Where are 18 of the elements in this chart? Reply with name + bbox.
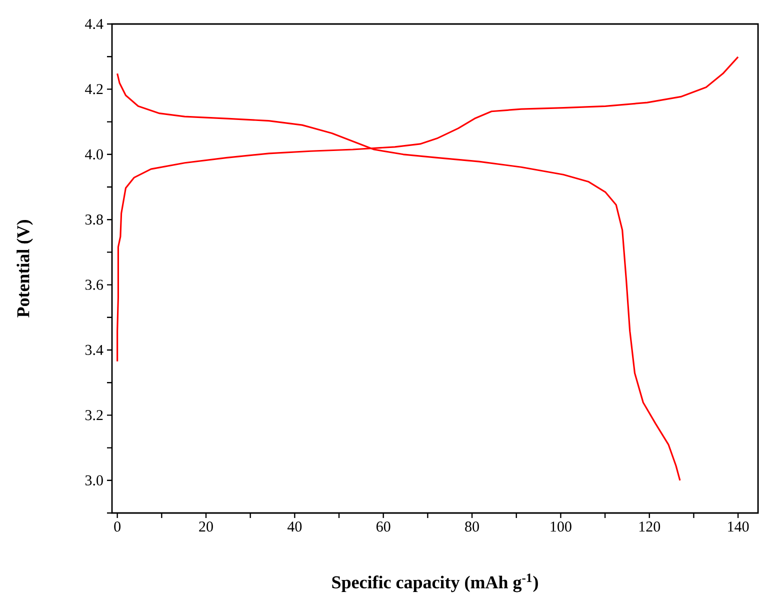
y-tick-label: 3.4 xyxy=(85,344,104,356)
y-tick-label: 3.0 xyxy=(85,475,103,486)
y-tick-label: 3.8 xyxy=(85,214,103,225)
y-axis-title: Potential (V) xyxy=(16,220,33,318)
x-tick-label: 40 xyxy=(287,522,302,532)
x-tick-label: 60 xyxy=(376,522,390,532)
x-tick-label: 120 xyxy=(639,522,660,532)
y-tick-label: 4.0 xyxy=(85,149,103,160)
x-tick-label: 0 xyxy=(114,522,120,532)
y-tick-label: 3.2 xyxy=(85,410,103,420)
y-tick-label: 4.2 xyxy=(85,84,103,94)
y-tick-label: 3.6 xyxy=(85,280,104,290)
x-tick-label: 20 xyxy=(199,522,213,532)
x-tick-label: 80 xyxy=(465,522,479,532)
x-tick-label: 140 xyxy=(728,522,749,532)
y-tick-label: 4.4 xyxy=(85,18,104,30)
x-tick-label: 100 xyxy=(550,522,572,532)
x-axis-title: Specific capacity (mAh g$^{-1}$) xyxy=(332,574,538,592)
